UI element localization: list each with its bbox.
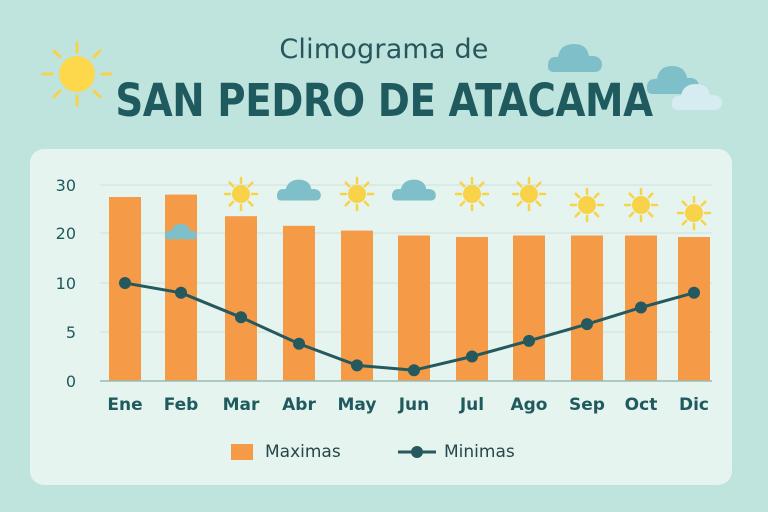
y-tick-label: 5 [66, 323, 76, 342]
y-tick-label: 20 [56, 224, 76, 243]
legend-item-maximas: Maximas [231, 440, 341, 464]
cloud-icon [547, 44, 602, 72]
point-minimas [175, 286, 187, 299]
bar-maximas [225, 216, 257, 381]
sun-icon [676, 195, 712, 231]
point-minimas [119, 277, 131, 289]
sun-icon [569, 187, 605, 223]
chart-title: SAN PEDRO DE ATACAMA [115, 74, 653, 127]
x-tick-label: Dic [679, 395, 709, 415]
point-minimas [635, 301, 647, 314]
sun-icon [339, 176, 375, 212]
x-tick-label: May [338, 395, 377, 415]
point-minimas [408, 364, 420, 377]
point-minimas [523, 334, 535, 347]
legend-label-minimas: Minimas [444, 442, 515, 462]
point-minimas [581, 318, 593, 331]
x-tick-label: Feb [164, 395, 199, 415]
bar-maximas [283, 225, 315, 381]
chart-subtitle: Climograma de [279, 34, 489, 65]
sun-icon [623, 187, 659, 223]
y-tick-label: 10 [56, 274, 76, 293]
cloud-icon [391, 179, 436, 201]
bar-maximas [571, 235, 603, 381]
y-tick-label: 30 [56, 176, 76, 195]
y-tick-label: 0 [66, 372, 76, 391]
x-tick-label: Jun [398, 395, 430, 415]
bar-maximas [398, 235, 430, 381]
legend-swatch-line [398, 446, 436, 458]
x-tick-label: Mar [223, 395, 260, 415]
sun-icon [223, 176, 259, 212]
legend-swatch-bar [231, 444, 253, 460]
sun-icon [41, 41, 113, 107]
point-minimas [466, 350, 478, 363]
legend-label-maximas: Maximas [265, 442, 341, 462]
cloud-icon [671, 84, 722, 110]
x-tick-label: Oct [625, 395, 658, 415]
bar-maximas [513, 235, 545, 381]
point-minimas [688, 286, 700, 299]
cloud-icon [276, 179, 321, 201]
point-minimas [293, 337, 305, 350]
point-minimas [351, 359, 363, 372]
sun-icon [511, 176, 547, 212]
legend-item-minimas: Minimas [398, 440, 515, 464]
x-tick-label: Abr [282, 395, 316, 415]
bar-maximas [678, 237, 710, 381]
x-tick-label: Jul [459, 395, 484, 415]
cloud-icon [164, 223, 198, 240]
x-tick-label: Ago [510, 395, 547, 415]
bar-maximas [341, 230, 373, 381]
x-tick-label: Ene [107, 395, 142, 415]
x-tick-label: Sep [569, 395, 605, 415]
sun-icon [454, 176, 490, 212]
point-minimas [235, 311, 247, 324]
